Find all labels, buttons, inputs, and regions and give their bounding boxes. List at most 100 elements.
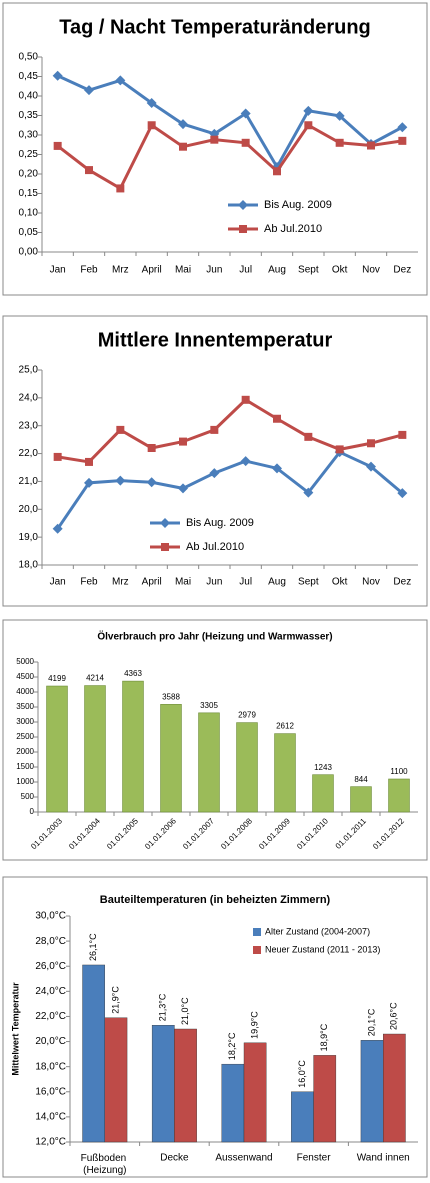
marker <box>147 444 156 452</box>
legend-label: Ab Jul.2010 <box>264 223 322 235</box>
value-label: 2612 <box>276 722 294 731</box>
series-line <box>57 74 404 171</box>
marker <box>147 121 156 130</box>
x-tick-label: Mrz <box>112 265 129 276</box>
bar <box>151 1025 175 1143</box>
y-tick-label: 26,0°C <box>35 961 66 972</box>
marker <box>398 430 407 439</box>
marker <box>85 457 93 466</box>
value-label: 1243 <box>314 763 332 772</box>
marker <box>209 468 220 479</box>
y-tick-label: 3500 <box>16 702 34 711</box>
value-label: 3588 <box>162 692 180 701</box>
y-tick-label: 5000 <box>16 657 34 666</box>
bar <box>350 786 372 813</box>
x-tick-label: Aussenwand <box>215 1153 272 1164</box>
marker <box>115 475 126 486</box>
bar <box>84 685 106 813</box>
value-label: 4363 <box>124 669 142 678</box>
y-tick-label: 19,0 <box>19 532 39 543</box>
y-tick-label: 500 <box>21 792 35 801</box>
x-tick-label: Fußboden (Heizung) <box>81 1153 129 1176</box>
marker <box>160 518 170 528</box>
y-tick-label: 0,35 <box>19 110 39 121</box>
bar <box>313 1055 337 1143</box>
marker <box>239 225 247 233</box>
bar <box>221 1063 245 1143</box>
marker <box>273 414 281 423</box>
y-tick-label: 3000 <box>16 717 34 726</box>
value-label: 19,9°C <box>250 1011 260 1039</box>
y-tick-label: 28,0°C <box>35 936 66 947</box>
y-tick-label: 18,0 <box>19 560 39 571</box>
x-tick-label: Dez <box>393 265 411 276</box>
chart-title: Ölverbrauch pro Jahr (Heizung und Warmwa… <box>97 630 332 643</box>
marker <box>335 445 344 454</box>
y-tick-label: 1000 <box>16 777 34 786</box>
y-tick-label: 21,0 <box>19 476 39 487</box>
bar <box>360 1040 384 1143</box>
marker <box>146 98 157 109</box>
y-tick-label: 22,0°C <box>35 1011 66 1022</box>
bar <box>383 1033 406 1143</box>
x-tick-label: Jul <box>239 265 252 276</box>
x-tick-label: Nov <box>362 577 380 588</box>
y-tick-label: 20,0 <box>19 504 39 515</box>
marker <box>272 463 282 474</box>
y-tick-label: 4500 <box>16 672 34 681</box>
legend-label: Alter Zustand (2004-2007) <box>265 926 370 936</box>
bar <box>46 685 68 813</box>
y-tick-label: 24,0 <box>19 392 39 403</box>
bar <box>274 733 296 813</box>
chart-panel: Bauteiltemperaturen (in beheizten Zimmer… <box>2 876 428 1178</box>
x-tick-label: Okt <box>332 265 348 276</box>
series-line <box>57 397 403 464</box>
x-tick-label: Aug <box>268 265 286 276</box>
y-tick-label: 0,25 <box>19 149 39 160</box>
x-tick-label: Decke <box>160 1153 189 1164</box>
legend-label: Bis Aug. 2009 <box>186 517 254 529</box>
bar <box>312 774 334 813</box>
marker <box>179 142 187 151</box>
value-label: 21,9°C <box>110 986 120 1014</box>
legend-label: Bis Aug. 2009 <box>264 199 332 211</box>
x-tick-label: Jun <box>206 577 222 588</box>
x-tick-label: Dez <box>393 577 411 588</box>
y-tick-label: 0 <box>30 807 35 816</box>
x-tick-label: Wand innen <box>357 1153 410 1164</box>
marker <box>84 85 94 96</box>
marker <box>179 437 187 446</box>
value-label: 16,0°C <box>297 1060 307 1088</box>
y-tick-label: 0,45 <box>19 71 39 82</box>
x-tick-label: Feb <box>80 265 98 276</box>
x-tick-label: Jan <box>50 265 66 276</box>
value-label: 20,1°C <box>366 1008 376 1036</box>
y-tick-label: 18,0°C <box>35 1061 66 1072</box>
marker <box>334 110 345 121</box>
bar <box>160 704 182 813</box>
legend-label: Neuer Zustand (2011 - 2013) <box>265 944 380 954</box>
value-label: 18,2°C <box>227 1032 237 1060</box>
marker <box>178 119 188 130</box>
marker <box>53 141 62 150</box>
bar <box>243 1042 267 1143</box>
marker <box>161 543 169 551</box>
value-label: 21,3°C <box>158 993 168 1021</box>
x-tick-label: Jul <box>239 577 252 588</box>
marker <box>303 487 314 498</box>
value-label: 4214 <box>86 674 104 683</box>
x-tick-label: Okt <box>332 577 348 588</box>
marker <box>397 122 408 133</box>
bar <box>82 964 105 1143</box>
chart-frame <box>2 2 428 296</box>
chart-title: Bauteiltemperaturen (in beheizten Zimmer… <box>100 894 331 906</box>
y-tick-label: 20,0°C <box>35 1036 66 1047</box>
marker <box>398 136 407 145</box>
chart-title: Mittlere Innentemperatur <box>98 329 333 351</box>
y-tick-label: 30,0°C <box>35 911 66 922</box>
value-label: 26,1°C <box>88 933 98 961</box>
marker <box>238 200 248 210</box>
y-axis-label: Mittelwert Temperatur <box>10 982 20 1076</box>
